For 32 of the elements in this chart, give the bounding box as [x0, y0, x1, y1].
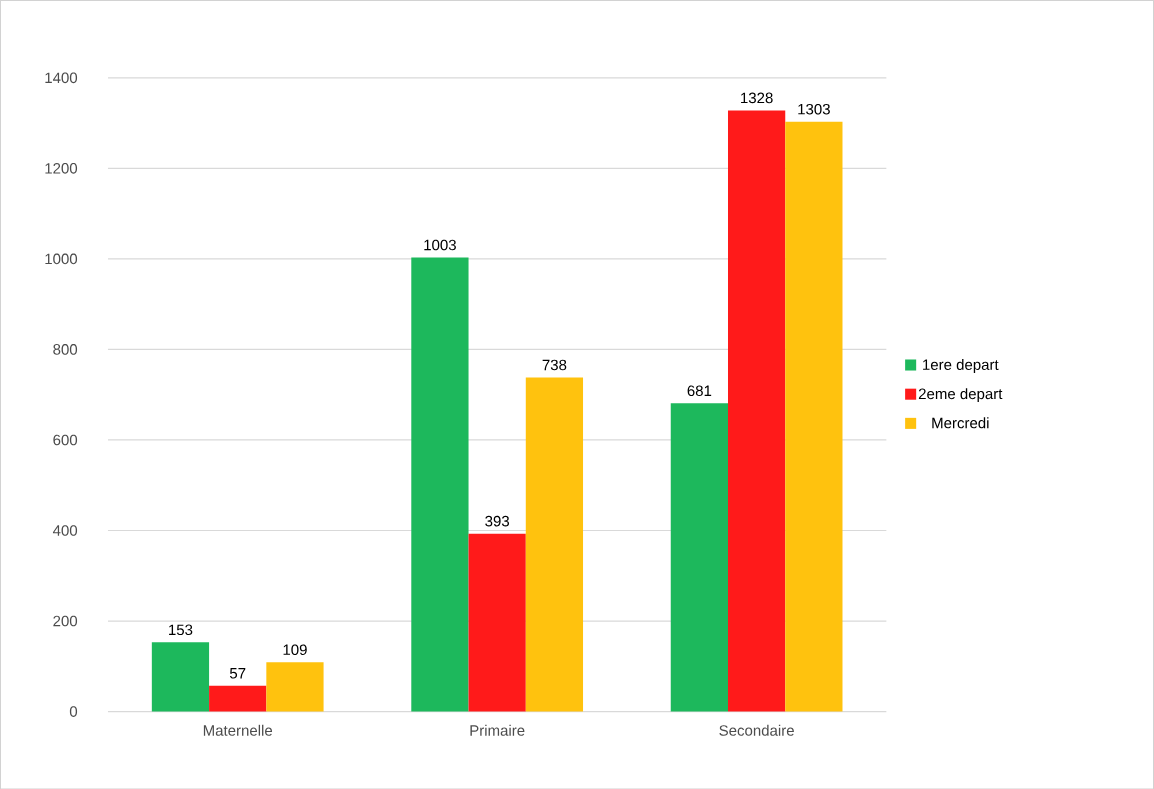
- y-tick-label: 600: [53, 434, 78, 446]
- data-label: 681: [687, 385, 712, 396]
- data-label: 1003: [424, 239, 456, 251]
- data-label: 57: [229, 667, 246, 679]
- bar: [785, 121, 843, 712]
- data-label: 393: [485, 515, 510, 527]
- y-tick-label: 200: [53, 615, 78, 627]
- bar: [525, 377, 584, 712]
- bar: [468, 533, 526, 712]
- data-label: 738: [542, 359, 567, 371]
- legend-label: Mercredi: [932, 417, 989, 429]
- bar: [728, 110, 786, 712]
- y-tick-label: 1000: [45, 253, 78, 264]
- y-tick-label: 0: [69, 706, 78, 717]
- x-tick-label: Maternelle: [203, 724, 273, 736]
- y-tick-label: 1200: [45, 162, 78, 174]
- data-label: 1303: [798, 103, 830, 115]
- legend-label: 1ere depart: [923, 358, 999, 373]
- data-label: 1328: [741, 92, 773, 103]
- y-tick-label: 800: [53, 343, 78, 355]
- bar: [670, 403, 728, 712]
- data-label: 153: [169, 624, 193, 635]
- data-label: 109: [283, 644, 307, 655]
- x-tick-label: Primaire: [470, 724, 525, 736]
- y-tick-label: 1400: [45, 72, 78, 83]
- x-tick-label: Secondaire: [719, 724, 794, 736]
- bar: [151, 642, 210, 712]
- y-tick-label: 400: [52, 524, 78, 536]
- bar: [209, 685, 267, 712]
- legend-label: 2eme depart: [918, 387, 1003, 402]
- bar: [266, 662, 324, 712]
- bar: [411, 257, 469, 712]
